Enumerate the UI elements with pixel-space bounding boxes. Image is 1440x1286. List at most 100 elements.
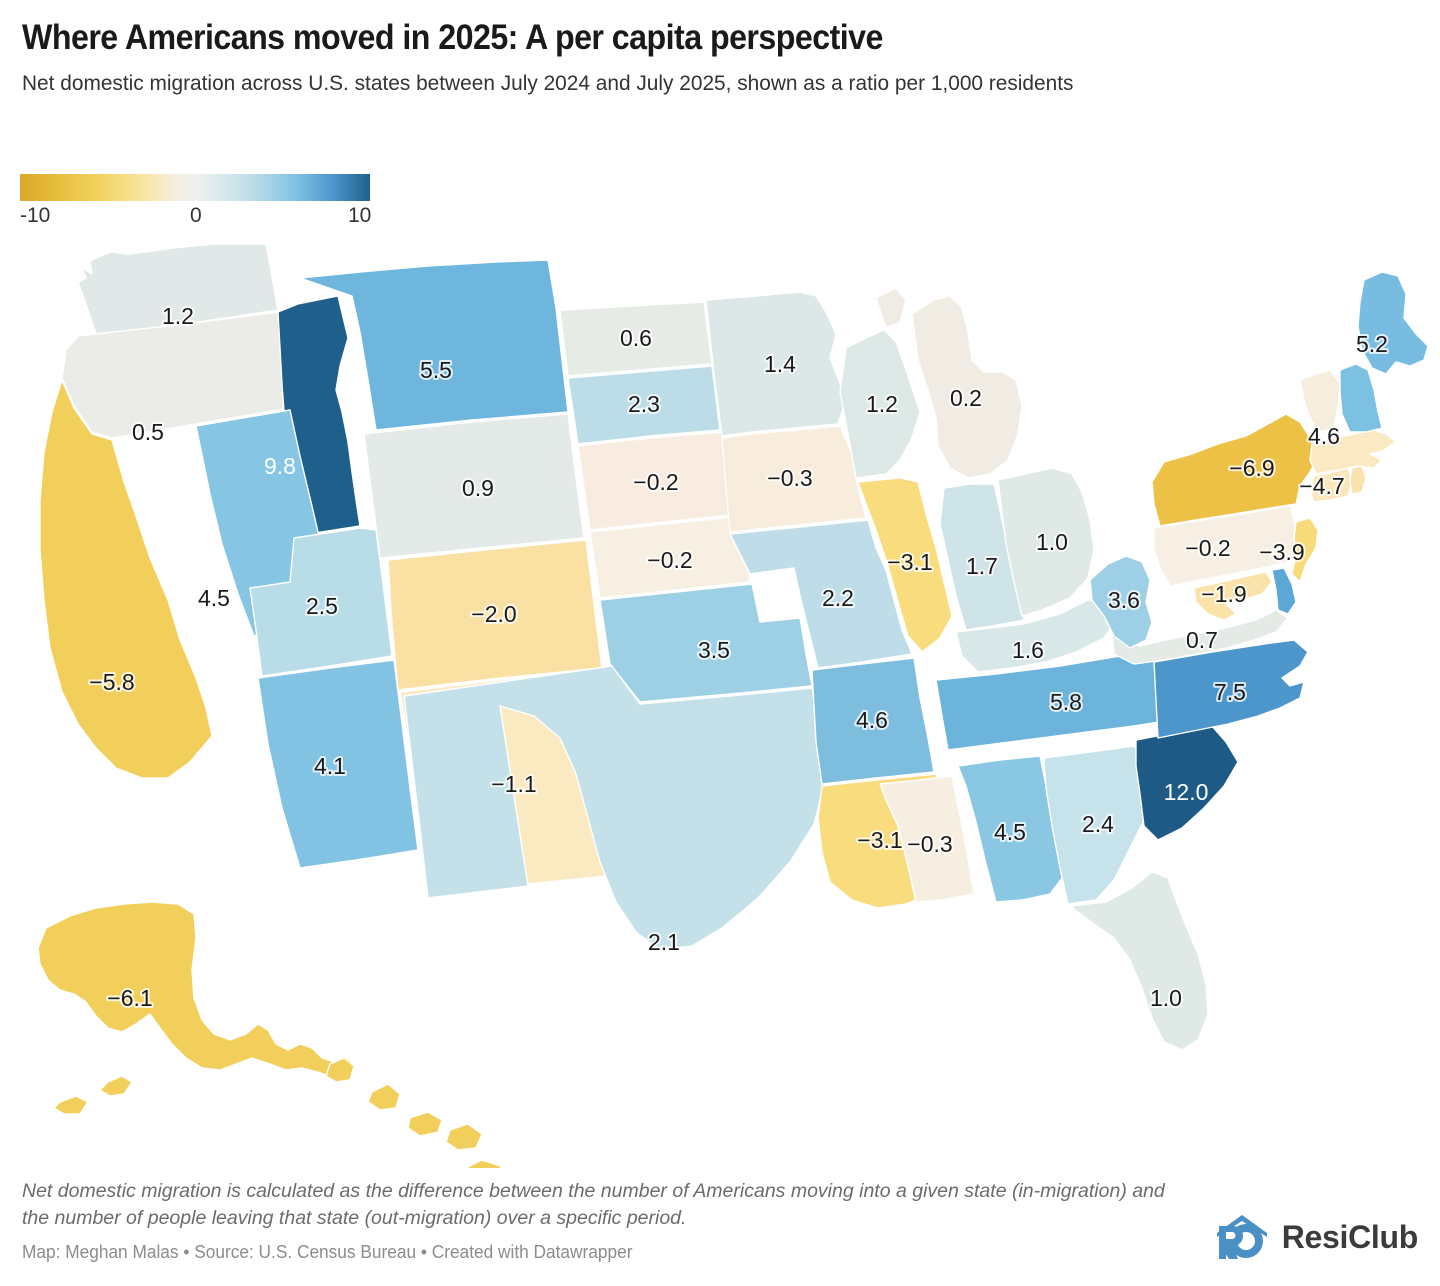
state-value-label-nh: 4.6 bbox=[1308, 423, 1340, 449]
state-shape-ny[interactable]: New York bbox=[1151, 413, 1319, 527]
state-value-label-ca: −5.8 bbox=[89, 669, 134, 695]
state-labels-group: 1.2 0.5 −5.8 9.8 5.5 4.5 2.5 0.9 4.1 −2.0 −1.1 0.6 2… bbox=[87, 301, 1390, 1013]
state-value-label-ny: −6.9 bbox=[1229, 455, 1274, 481]
state-nh[interactable]: New Hampshire bbox=[1339, 363, 1383, 433]
state-shape-il[interactable]: Illinois bbox=[857, 477, 953, 653]
state-value-label-tx: 2.1 bbox=[648, 929, 680, 955]
state-shape-ca[interactable]: California bbox=[39, 379, 213, 779]
state-md[interactable]: Maryland bbox=[1193, 571, 1273, 621]
state-az[interactable]: Arizona bbox=[257, 659, 419, 869]
state-ny[interactable]: New York bbox=[1151, 413, 1319, 527]
state-nc[interactable]: North Carolina bbox=[1153, 639, 1309, 739]
state-shape-hi[interactable]: Hawaii bbox=[325, 1057, 508, 1168]
state-value-label-wi: 1.2 bbox=[866, 391, 898, 417]
state-fl[interactable]: Florida bbox=[1069, 871, 1209, 1051]
state-value-label-nv: 4.5 bbox=[198, 585, 230, 611]
state-shape-me[interactable]: Maine bbox=[1357, 271, 1429, 375]
state-shape-nh[interactable]: New Hampshire bbox=[1339, 363, 1383, 433]
state-shape-wi[interactable]: Wisconsin bbox=[839, 329, 921, 479]
state-ks[interactable]: Kansas bbox=[589, 515, 751, 599]
resiclub-logo: ResiClub bbox=[1213, 1212, 1418, 1262]
state-or[interactable]: Oregon bbox=[61, 311, 291, 439]
state-de[interactable]: Delaware bbox=[1271, 567, 1297, 615]
state-shape-tx[interactable]: Texas bbox=[403, 665, 827, 951]
state-shape-az[interactable]: Arizona bbox=[257, 659, 419, 869]
state-ca[interactable]: California bbox=[39, 379, 213, 779]
state-shape-ut[interactable]: Utah bbox=[249, 527, 393, 677]
state-shape-al[interactable]: Alabama bbox=[957, 755, 1063, 903]
state-shape-sd[interactable]: South Dakota bbox=[567, 365, 721, 445]
state-vt[interactable]: Vermont bbox=[1299, 369, 1341, 433]
state-shape-mo[interactable]: Missouri bbox=[729, 519, 913, 669]
state-shape-pa[interactable]: Pennsylvania bbox=[1153, 505, 1301, 587]
state-pa[interactable]: Pennsylvania bbox=[1153, 505, 1301, 587]
state-nj[interactable]: New Jersey bbox=[1291, 517, 1319, 583]
state-value-label-ga: 2.4 bbox=[1082, 811, 1114, 837]
resiclub-wordmark: ResiClub bbox=[1281, 1219, 1419, 1255]
state-value-label-wa: 1.2 bbox=[162, 303, 194, 329]
state-va[interactable]: Virginia bbox=[1111, 609, 1289, 665]
state-value-label-nc: 7.5 bbox=[1214, 679, 1246, 705]
state-value-label-az: 4.1 bbox=[314, 753, 346, 779]
state-in[interactable]: Indiana bbox=[939, 483, 1025, 631]
state-shape-ak[interactable]: Alaska bbox=[37, 901, 353, 1115]
state-shape-wy[interactable]: Wyoming bbox=[363, 413, 585, 559]
state-al[interactable]: Alabama bbox=[957, 755, 1063, 903]
state-tx[interactable]: Texas bbox=[403, 665, 827, 951]
state-mt[interactable]: Montana bbox=[299, 259, 569, 431]
state-shape-mt[interactable]: Montana bbox=[299, 259, 569, 431]
state-wi[interactable]: Wisconsin bbox=[839, 329, 921, 479]
state-shapes-group: WashingtonOregonCaliforniaIdahoMontanaNe… bbox=[37, 243, 1429, 1168]
state-value-label-co: −2.0 bbox=[471, 601, 516, 627]
state-ar[interactable]: Arkansas bbox=[811, 657, 935, 785]
state-shape-ms[interactable]: Mississippi bbox=[879, 775, 975, 903]
state-oh[interactable]: Ohio bbox=[997, 467, 1095, 617]
state-ia[interactable]: Iowa bbox=[721, 425, 867, 533]
state-ak[interactable]: Alaska bbox=[37, 901, 353, 1115]
state-shape-ct[interactable]: Connecticut bbox=[1309, 467, 1353, 503]
state-shape-mi[interactable]: Michigan bbox=[875, 287, 1023, 479]
state-ms[interactable]: Mississippi bbox=[879, 775, 975, 903]
state-shape-ia[interactable]: Iowa bbox=[721, 425, 867, 533]
state-shape-nc[interactable]: North Carolina bbox=[1153, 639, 1309, 739]
state-ri[interactable]: Rhode Island bbox=[1349, 465, 1367, 495]
state-wy[interactable]: Wyoming bbox=[363, 413, 585, 559]
state-shape-fl[interactable]: Florida bbox=[1069, 871, 1209, 1051]
state-value-label-ak: −6.1 bbox=[107, 985, 152, 1011]
state-shape-nj[interactable]: New Jersey bbox=[1291, 517, 1319, 583]
state-value-label-va: 0.7 bbox=[1186, 627, 1218, 653]
state-sd[interactable]: South Dakota bbox=[567, 365, 721, 445]
state-shape-oh[interactable]: Ohio bbox=[997, 467, 1095, 617]
state-wv[interactable]: West Virginia bbox=[1089, 555, 1153, 649]
state-shape-vt[interactable]: Vermont bbox=[1299, 369, 1341, 433]
state-shape-md[interactable]: Maryland bbox=[1193, 571, 1273, 621]
state-me[interactable]: Maine bbox=[1357, 271, 1429, 375]
footnote-text: Net domestic migration is calculated as … bbox=[22, 1180, 1165, 1229]
state-shape-mn[interactable]: Minnesota bbox=[705, 291, 847, 437]
state-mi[interactable]: Michigan bbox=[875, 287, 1023, 479]
state-shape-va[interactable]: Virginia bbox=[1111, 609, 1289, 665]
state-shape-or[interactable]: Oregon bbox=[61, 311, 291, 439]
state-shape-ks[interactable]: Kansas bbox=[589, 515, 751, 599]
state-mn[interactable]: Minnesota bbox=[705, 291, 847, 437]
chart-footer: Net domestic migration is calculated as … bbox=[22, 1178, 1202, 1264]
state-il[interactable]: Illinois bbox=[857, 477, 953, 653]
state-shape-nd[interactable]: North Dakota bbox=[559, 301, 713, 377]
state-ut[interactable]: Utah bbox=[249, 527, 393, 677]
state-value-label-ia: −0.3 bbox=[767, 465, 812, 491]
state-value-label-nj: −3.9 bbox=[1259, 539, 1304, 565]
state-value-label-id: 9.8 bbox=[264, 453, 296, 479]
state-nd[interactable]: North Dakota bbox=[559, 301, 713, 377]
state-value-label-mn: 1.4 bbox=[764, 351, 796, 377]
state-value-label-mi: 0.2 bbox=[950, 385, 982, 411]
state-shape-wv[interactable]: West Virginia bbox=[1089, 555, 1153, 649]
state-shape-de[interactable]: Delaware bbox=[1271, 567, 1297, 615]
state-value-label-wv: 3.6 bbox=[1108, 587, 1140, 613]
state-shape-in[interactable]: Indiana bbox=[939, 483, 1025, 631]
state-shape-ri[interactable]: Rhode Island bbox=[1349, 465, 1367, 495]
state-shape-ar[interactable]: Arkansas bbox=[811, 657, 935, 785]
state-mo[interactable]: Missouri bbox=[729, 519, 913, 669]
state-hi[interactable]: Hawaii bbox=[325, 1057, 508, 1168]
state-ct[interactable]: Connecticut bbox=[1309, 467, 1353, 503]
